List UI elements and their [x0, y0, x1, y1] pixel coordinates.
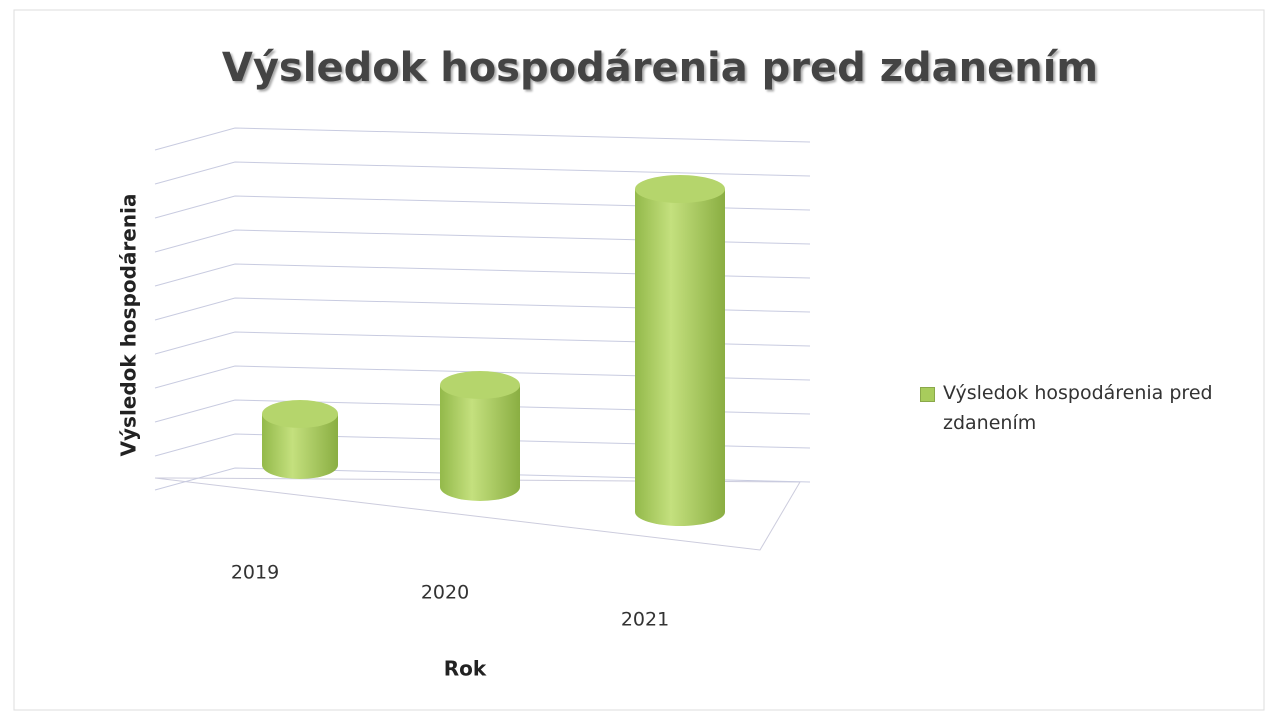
grid-line	[154, 433, 811, 457]
grid-line	[154, 127, 811, 151]
x-axis-label: Rok	[444, 657, 487, 681]
grid-line	[154, 161, 811, 185]
x-tick-label: 2019	[231, 562, 279, 584]
grid-line	[154, 297, 811, 321]
y-axis-label: Výsledok hospodárenia	[117, 194, 141, 457]
grid-line	[154, 229, 811, 253]
x-tick-label: 2020	[421, 582, 469, 604]
grid-line	[154, 365, 811, 389]
floor	[154, 477, 801, 551]
chart-title: Výsledok hospodárenia pred zdanením	[222, 45, 1098, 91]
grid-line	[154, 399, 811, 423]
bar-top	[262, 400, 338, 428]
legend-swatch	[920, 387, 935, 402]
grid-line	[154, 195, 811, 219]
grid-line	[154, 467, 811, 491]
grid-line	[154, 263, 811, 287]
grid-line	[154, 331, 811, 355]
frame	[13, 9, 1265, 711]
x-tick-label: 2021	[621, 609, 669, 631]
legend: Výsledok hospodárenia pred zdanením	[920, 378, 1240, 438]
legend-label: Výsledok hospodárenia pred zdanením	[943, 382, 1213, 434]
bar	[635, 189, 725, 526]
bar	[262, 414, 338, 479]
bar-top	[440, 371, 520, 399]
bar-top	[635, 175, 725, 203]
bar	[440, 385, 520, 501]
